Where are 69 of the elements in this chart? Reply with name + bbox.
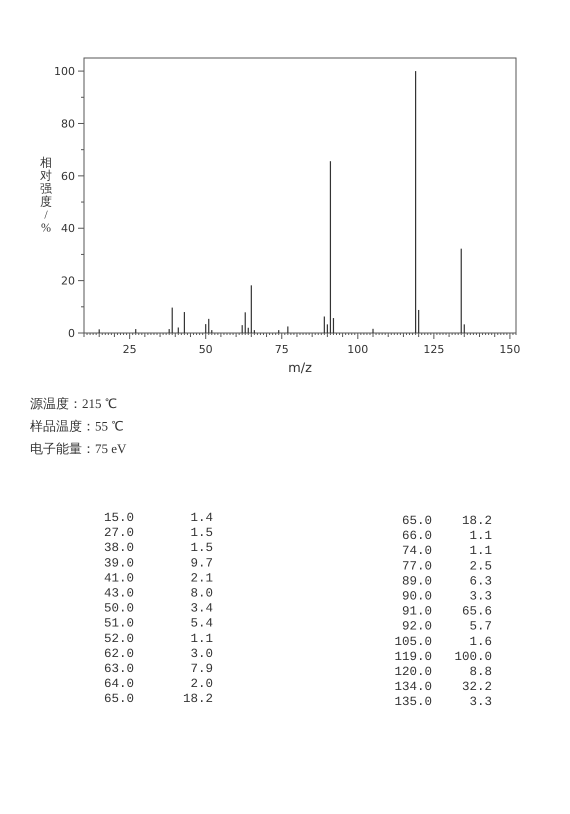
y-tick-label: 0 — [68, 327, 75, 340]
table-cell: 3.4 — [190, 602, 213, 616]
y-tick-label: 100 — [54, 65, 75, 78]
table-cell: 74.0 — [402, 544, 432, 558]
x-tick-label: 50 — [198, 343, 213, 356]
table-cell: 8.0 — [190, 586, 213, 600]
table-cell: 2.5 — [469, 559, 492, 574]
y-tick-label: 60 — [61, 170, 75, 183]
table-cell: 51.0 — [104, 616, 134, 631]
table-cell: 92.0 — [402, 620, 432, 634]
table-cell: 38.0 — [104, 541, 134, 556]
table-cell: 6.3 — [469, 574, 492, 588]
note: 电子能量：75 eV — [30, 441, 126, 456]
table-cell: 135.0 — [394, 695, 432, 710]
table-cell: 89.0 — [402, 574, 432, 588]
table-cell: 43.0 — [104, 586, 134, 600]
x-tick-label: 25 — [122, 343, 137, 356]
table-cell: 39.0 — [104, 556, 134, 570]
table-cell: 9.7 — [190, 556, 213, 570]
x-tick-label: 75 — [274, 343, 289, 356]
table-cell: 3.0 — [190, 646, 213, 661]
table-cell: 3.3 — [469, 590, 492, 604]
table-cell: 1.6 — [469, 634, 492, 649]
table-cell: 8.8 — [469, 665, 492, 679]
table-cell: 62.0 — [104, 646, 134, 661]
table-cell: 1.1 — [469, 544, 492, 558]
table-cell: 5.4 — [190, 616, 213, 631]
table-cell: 65.0 — [402, 514, 432, 528]
y-title: 相对强度/% — [40, 156, 52, 234]
table-cell: 27.0 — [104, 526, 134, 540]
table-cell: 50.0 — [104, 602, 134, 616]
table-cell: 63.0 — [104, 662, 134, 676]
table-cell: 65.6 — [462, 604, 492, 619]
table-cell: 66.0 — [402, 529, 432, 544]
note: 样品温度：55 ℃ — [30, 418, 124, 434]
table-cell: 7.9 — [190, 662, 213, 676]
y-tick-label: 40 — [61, 222, 75, 236]
table-cell: 105.0 — [394, 634, 432, 649]
table-cell: 1.1 — [469, 529, 492, 544]
table-cell: 18.2 — [462, 514, 492, 528]
x-tick-label: 100 — [347, 343, 368, 356]
table-cell: 119.0 — [394, 650, 432, 664]
table-cell: 64.0 — [104, 677, 134, 692]
y-tick-label: 80 — [61, 117, 75, 130]
table-cell: 120.0 — [394, 665, 432, 679]
table-cell: 18.2 — [182, 692, 213, 706]
table-cell: 2.1 — [190, 571, 213, 586]
table-cell: 15.0 — [104, 511, 134, 525]
table-cell: 1.5 — [190, 526, 213, 540]
table-cell: 134.0 — [394, 680, 432, 694]
table-cell: 3.3 — [469, 695, 492, 710]
table-cell: 65.0 — [104, 692, 134, 706]
x-tick-label: 150 — [499, 343, 520, 356]
table-cell: 5.7 — [469, 620, 492, 634]
table-cell: 1.5 — [190, 541, 213, 556]
table-cell: 2.0 — [190, 677, 213, 692]
note: 源温度：215 ℃ — [30, 396, 117, 411]
y-tick-label: 20 — [61, 274, 75, 288]
table-cell: 1.1 — [190, 632, 213, 646]
table-cell: 52.0 — [104, 632, 134, 646]
table-cell: 41.0 — [104, 571, 134, 586]
table-cell: 91.0 — [402, 604, 432, 619]
table-cell: 100.0 — [454, 650, 492, 664]
table-cell: 1.4 — [190, 511, 213, 525]
table-cell: 77.0 — [402, 559, 432, 574]
table-cell: 90.0 — [402, 590, 432, 604]
x-tick-label: 125 — [423, 343, 444, 356]
x-title: m/z — [288, 361, 312, 376]
table-cell: 32.2 — [462, 680, 492, 694]
